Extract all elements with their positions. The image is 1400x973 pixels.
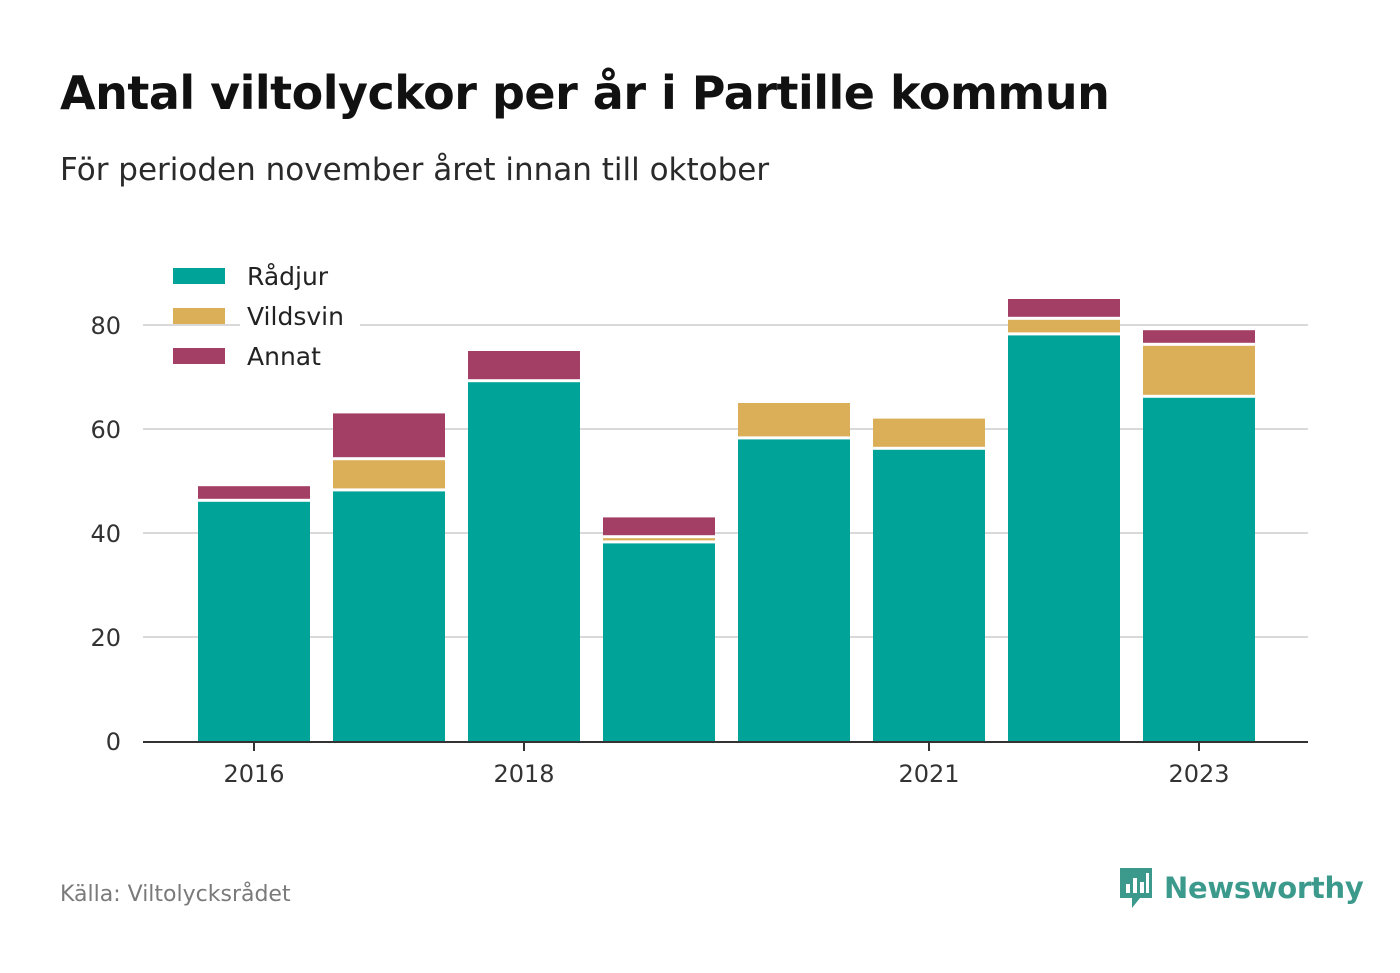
y-tick-label: 60: [90, 416, 121, 444]
legend-label-vildsvin: Vildsvin: [247, 302, 344, 331]
source-note: Källa: Viltolycksrådet: [60, 882, 291, 907]
bar-segment-annat-2023: [1143, 330, 1255, 343]
bar-segment-annat-2022: [1008, 299, 1120, 317]
bar-segment-rådjur-2020: [738, 439, 850, 741]
newsworthy-logo-icon: [1120, 868, 1152, 908]
axes: 0 20 40 60 80 2016 2018 2021 2023: [90, 312, 1308, 788]
bar-segment-annat-2019: [603, 517, 715, 536]
y-tick-label: 80: [90, 312, 121, 340]
legend-label-rådjur: Rådjur: [247, 262, 329, 291]
bar-segment-vildsvin-2023: [1143, 345, 1255, 395]
bar-segment-rådjur-2017: [333, 491, 445, 741]
bar-segment-vildsvin-2022: [1008, 319, 1120, 333]
legend-label-bg: [240, 260, 360, 292]
bar-segment-rådjur-2016: [198, 501, 310, 741]
x-tick-label: 2021: [898, 760, 959, 788]
y-tick-label: 0: [106, 728, 121, 756]
legend-label-annat: Annat: [247, 342, 321, 371]
bar-segment-annat-2016: [198, 486, 310, 499]
x-tick-label: 2018: [493, 760, 554, 788]
y-tick-label: 20: [90, 624, 121, 652]
brand-logo: Newsworthy: [1118, 866, 1364, 910]
legend: Rådjur Vildsvin Annat: [173, 260, 360, 372]
bar-segment-rådjur-2021: [873, 449, 985, 741]
bar-segment-annat-2017: [333, 413, 445, 458]
y-tick-label: 40: [90, 520, 121, 548]
brand-name: Newsworthy: [1164, 871, 1364, 905]
bar-segment-annat-2018: [468, 351, 580, 380]
bar-segment-vildsvin-2021: [873, 418, 985, 447]
legend-swatch-vildsvin: [173, 308, 225, 324]
bar-segment-rådjur-2019: [603, 543, 715, 741]
bar-segment-rådjur-2018: [468, 382, 580, 741]
bar-segment-vildsvin-2017: [333, 460, 445, 489]
chart-title: Antal viltolyckor per år i Partille komm…: [60, 66, 1110, 120]
legend-label-bg: [240, 300, 360, 332]
chart-subtitle: För perioden november året innan till ok…: [60, 152, 770, 188]
bar-segment-vildsvin-2020: [738, 403, 850, 437]
x-tick-label: 2023: [1168, 760, 1229, 788]
bars: [198, 299, 1255, 741]
legend-swatch-rådjur: [173, 268, 225, 284]
bar-segment-rådjur-2023: [1143, 397, 1255, 741]
legend-swatch-annat: [173, 348, 225, 364]
legend-label-bg: [240, 340, 360, 372]
bar-segment-rådjur-2022: [1008, 335, 1120, 741]
bar-segment-vildsvin-2019: [603, 538, 715, 541]
x-tick-label: 2016: [223, 760, 284, 788]
